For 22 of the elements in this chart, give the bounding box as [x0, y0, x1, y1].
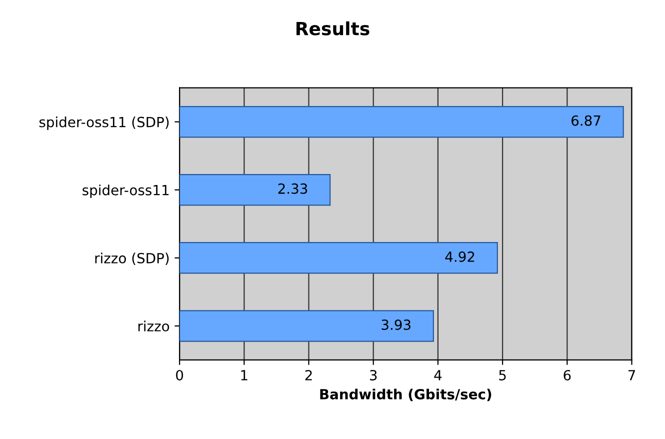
- bar: [180, 310, 434, 342]
- data-label: 2.33: [278, 183, 308, 194]
- x-tick-label: 3: [370, 370, 377, 380]
- y-tick-label: rizzo (SDP): [95, 252, 169, 266]
- x-tick-label: 2: [305, 370, 312, 380]
- x-tick-label: 0: [176, 370, 184, 380]
- bar: [180, 106, 624, 138]
- x-axis-title: Bandwidth (Gbits/sec): [320, 388, 492, 402]
- chart-title: Results: [296, 21, 370, 36]
- x-tick-label: 4: [434, 370, 442, 380]
- x-tick-label: 6: [564, 370, 571, 380]
- bar: [180, 174, 331, 206]
- x-tick-label: 5: [499, 370, 506, 380]
- y-tick-label: spider-oss11 (SDP): [39, 116, 169, 130]
- data-label: 3.93: [382, 319, 410, 330]
- data-label: 4.92: [445, 251, 474, 262]
- x-tick-label: 1: [241, 370, 248, 380]
- data-label: 6.87: [572, 115, 600, 126]
- x-tick-label: 7: [628, 370, 635, 380]
- bar: [180, 242, 498, 274]
- y-tick-label: rizzo: [138, 320, 170, 332]
- y-tick-label: spider-oss11: [82, 184, 169, 198]
